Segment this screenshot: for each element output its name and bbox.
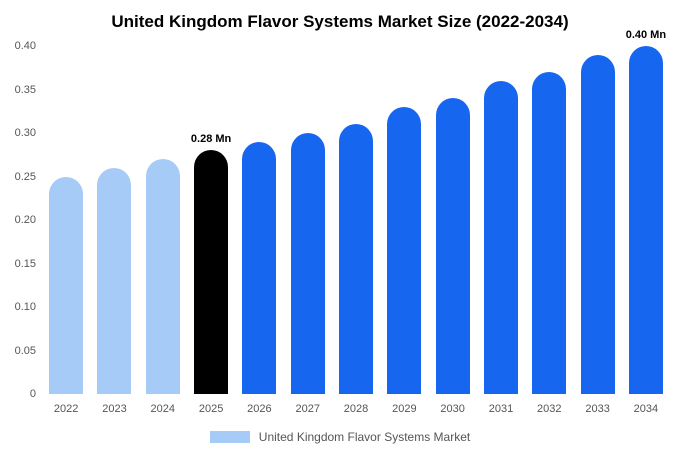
plot-area: 0.28 Mn 0.40 Mn (42, 29, 670, 394)
bar-2022 (49, 176, 84, 394)
y-axis: 0 0.05 0.10 0.15 0.20 0.25 0.30 0.35 0.40 (10, 40, 38, 400)
bar-2033 (580, 54, 615, 394)
bar-column-2022 (42, 176, 90, 394)
bar-column-2023 (90, 167, 138, 394)
y-tick-label: 0.35 (14, 83, 36, 96)
bar-column-2028 (332, 124, 380, 394)
x-axis: 2022 2023 2024 2025 2026 2027 2028 2029 2030 2031… (42, 403, 670, 415)
bar-2025 (194, 150, 229, 394)
bar-2032 (532, 72, 567, 394)
y-tick-label: 0.10 (14, 301, 36, 313)
bar-2026 (242, 141, 277, 394)
x-tick-label-2026: 2026 (247, 403, 272, 415)
bar-chart: 0 0.05 0.10 0.15 0.20 0.25 0.30 0.35 0.40 0.28 M… (10, 29, 670, 444)
bar-column-2030 (429, 98, 477, 394)
bar-value-label-2034: 0.40 Mn (625, 29, 667, 41)
y-tick-label: 0.40 (14, 40, 36, 52)
bar-2027 (290, 133, 325, 394)
bar-2030 (435, 98, 470, 394)
bar-2031 (483, 80, 518, 394)
x-tick-label-2025: 2025 (198, 403, 224, 415)
x-tick-label-2032: 2032 (537, 403, 562, 415)
x-tick-label-2022: 2022 (53, 403, 79, 415)
y-tick-label: 0 (29, 388, 36, 400)
bar-2034 (628, 46, 663, 394)
bar-2024 (145, 159, 180, 394)
y-tick-label: 0.25 (14, 170, 36, 183)
bar-column-2026 (235, 141, 283, 394)
x-tick-label-2030: 2030 (440, 403, 465, 415)
y-tick-label: 0.20 (14, 214, 36, 226)
legend-swatch (209, 431, 250, 443)
y-tick-label: 0.05 (14, 344, 36, 357)
bar-column-2024 (139, 159, 187, 394)
bar-column-2025: 0.28 Mn (187, 133, 235, 394)
bar-column-2031 (477, 80, 525, 394)
x-tick-label-2034: 2034 (633, 403, 659, 415)
x-tick-label-2027: 2027 (295, 403, 320, 415)
bar-2023 (97, 167, 132, 394)
x-tick-label-2033: 2033 (585, 403, 610, 415)
legend[interactable]: United Kingdom Flavor Systems Market (10, 430, 670, 444)
y-tick-label: 0.30 (14, 127, 36, 139)
bar-column-2027 (284, 133, 332, 394)
x-tick-label-2024: 2024 (150, 403, 176, 415)
x-tick-label-2023: 2023 (102, 403, 127, 415)
bar-column-2034: 0.40 Mn (622, 29, 670, 394)
bar-column-2032 (525, 72, 573, 394)
chart-title: United Kingdom Flavor Systems Market Siz… (111, 12, 569, 31)
bar-2028 (339, 124, 374, 394)
legend-label: United Kingdom Flavor Systems Market (258, 430, 471, 444)
bar-column-2029 (380, 106, 428, 394)
x-tick-label-2029: 2029 (392, 403, 417, 415)
x-tick-label-2028: 2028 (343, 403, 369, 415)
x-tick-label-2031: 2031 (488, 403, 514, 415)
bar-2029 (387, 106, 422, 394)
bar-value-label-2025: 0.28 Mn (190, 133, 232, 146)
bar-column-2033 (573, 54, 621, 394)
y-tick-label: 0.15 (14, 257, 36, 270)
